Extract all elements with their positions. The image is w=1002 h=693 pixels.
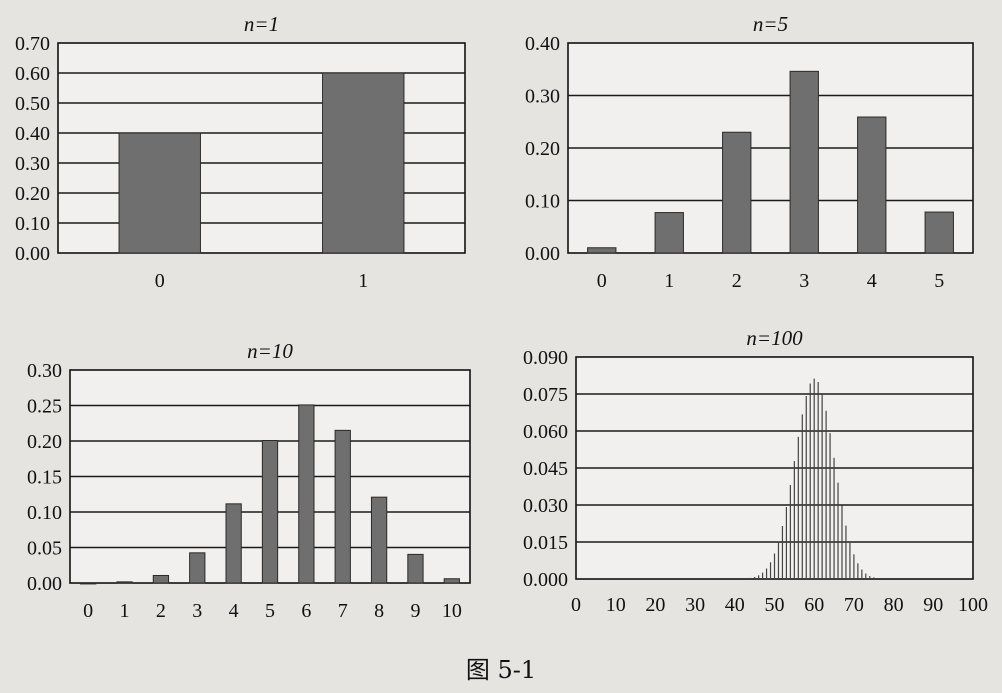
y-tick-label: 0.50	[15, 93, 50, 115]
x-tick-label: 1	[358, 270, 368, 292]
x-tick-label: 0	[597, 270, 607, 292]
bar	[789, 70, 819, 254]
bar	[225, 503, 242, 584]
y-tick-label: 0.20	[15, 183, 50, 205]
x-tick-label: 5	[265, 600, 275, 622]
x-tick-label: 50	[765, 594, 785, 616]
bar	[116, 581, 133, 584]
x-tick-label: 2	[156, 600, 166, 622]
x-tick-label: 1	[664, 270, 674, 292]
x-tick-label: 100	[958, 594, 988, 616]
y-tick-label: 0.00	[27, 573, 62, 595]
x-tick-label: 60	[804, 594, 824, 616]
y-tick-label: 0.60	[15, 63, 50, 85]
x-tick-label: 30	[685, 594, 705, 616]
y-tick-label: 0.10	[27, 502, 62, 524]
x-tick-label: 5	[934, 270, 944, 292]
x-tick-label: 1	[120, 600, 130, 622]
y-tick-label: 0.30	[525, 86, 560, 108]
bar	[298, 404, 315, 584]
y-tick-label: 0.30	[27, 360, 62, 382]
bar	[334, 429, 351, 584]
y-tick-label: 0.10	[15, 213, 50, 235]
x-tick-label: 0	[155, 270, 165, 292]
y-tick-label: 0.25	[27, 396, 62, 418]
x-tick-label: 70	[844, 594, 864, 616]
chart-title: n=1	[244, 12, 279, 36]
y-tick-label: 0.20	[27, 431, 62, 453]
y-tick-label: 0.15	[27, 467, 62, 489]
bar	[370, 496, 388, 584]
bar	[152, 574, 170, 584]
y-tick-label: 0.70	[15, 33, 50, 55]
chart-title: n=100	[746, 326, 803, 350]
bar	[924, 211, 954, 254]
bar	[118, 132, 201, 254]
x-tick-label: 3	[799, 270, 809, 292]
bar	[407, 553, 424, 584]
y-tick-label: 0.10	[525, 191, 560, 213]
x-tick-label: 90	[923, 594, 943, 616]
bar	[189, 552, 206, 584]
chart-title: n=5	[753, 12, 788, 36]
y-tick-label: 0.05	[27, 538, 62, 560]
y-tick-label: 0.40	[15, 123, 50, 145]
x-tick-label: 9	[410, 600, 420, 622]
x-tick-label: 80	[884, 594, 904, 616]
bar	[857, 116, 887, 254]
x-tick-label: 8	[374, 600, 384, 622]
x-tick-label: 20	[645, 594, 665, 616]
chart-title: n=10	[247, 339, 293, 363]
x-tick-label: 0	[571, 594, 581, 616]
y-tick-label: 0.40	[525, 33, 560, 55]
y-tick-label: 0.030	[523, 495, 568, 517]
bar	[322, 72, 405, 254]
y-tick-label: 0.20	[525, 138, 560, 160]
y-tick-label: 0.30	[15, 153, 50, 175]
bar	[80, 582, 97, 585]
y-tick-label: 0.00	[525, 243, 560, 265]
bar	[587, 247, 617, 254]
y-tick-label: 0.090	[523, 347, 568, 369]
x-tick-label: 2	[732, 270, 742, 292]
bar	[261, 440, 279, 584]
figure-caption: 图 5-1	[465, 656, 537, 684]
x-tick-label: 10	[442, 600, 462, 622]
y-tick-label: 0.060	[523, 421, 568, 443]
y-tick-label: 0.075	[523, 384, 568, 406]
x-tick-label: 7	[338, 600, 348, 622]
x-tick-label: 6	[301, 600, 311, 622]
x-tick-label: 4	[867, 270, 877, 292]
y-tick-label: 0.000	[523, 569, 568, 591]
y-tick-label: 0.00	[15, 243, 50, 265]
y-tick-label: 0.045	[523, 458, 568, 480]
x-tick-label: 40	[725, 594, 745, 616]
x-tick-label: 0	[83, 600, 93, 622]
x-tick-label: 4	[229, 600, 239, 622]
x-tick-label: 10	[606, 594, 626, 616]
y-tick-label: 0.015	[523, 532, 568, 554]
bar	[722, 131, 752, 254]
bar	[654, 212, 684, 254]
x-tick-label: 3	[192, 600, 202, 622]
bar	[443, 578, 460, 584]
